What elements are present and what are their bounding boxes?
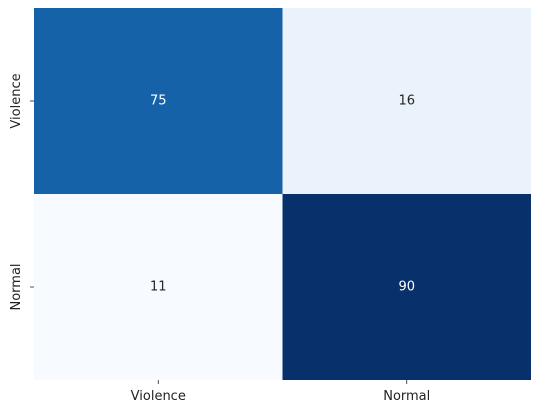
- heatmap-cell-labels: 75 16 11 90: [150, 94, 415, 295]
- cell-value-label: 75: [150, 94, 167, 109]
- heatmap-cells: [34, 8, 531, 380]
- cell-value-label: 16: [398, 94, 415, 109]
- heatmap-cell: [282, 194, 531, 380]
- cell-value-label: 90: [398, 280, 415, 295]
- y-axis: Violence Normal: [9, 73, 34, 311]
- heatmap-cell: [34, 8, 283, 194]
- x-tick-label: Violence: [131, 389, 186, 404]
- y-tick-label: Violence: [9, 73, 24, 128]
- x-axis: Violence Normal: [131, 380, 430, 404]
- y-tick-label: Normal: [9, 263, 24, 310]
- heatmap-cell: [282, 8, 531, 194]
- x-tick-label: Normal: [383, 389, 430, 404]
- heatmap-cell: [34, 194, 283, 380]
- cell-value-label: 11: [150, 280, 167, 295]
